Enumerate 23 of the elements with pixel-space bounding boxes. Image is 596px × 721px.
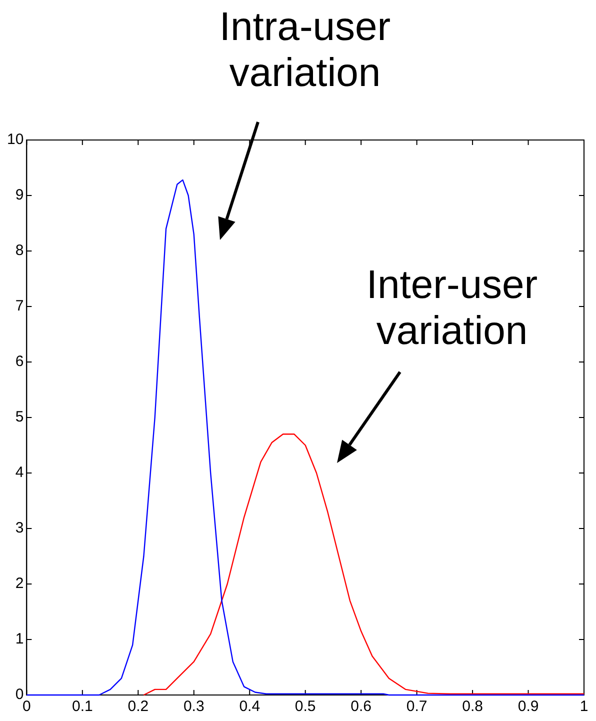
x-tick-label: 0.7 [406,698,428,716]
text: Intra-user variation [218,4,392,96]
y-tick-label: 7 [15,298,24,315]
y-tick-label: 4 [15,464,24,482]
y-tick-label: 10 [6,131,24,148]
y-tick-label: 6 [15,353,24,370]
x-tick-label: 0.2 [128,698,149,716]
x-tick-label: 0.9 [518,698,539,716]
y-tick-label: 8 [15,242,24,260]
y-tick-label: 3 [15,520,24,537]
x-tick-label: 0.6 [350,698,372,716]
annotation: Inter-user variation [365,262,539,354]
x-tick-label: 0.4 [239,698,260,716]
y-tick-label: 1 [15,630,24,648]
x-tick-label: 0.5 [294,698,316,716]
y-tick-label: 9 [15,186,24,204]
y-tick-label: 2 [15,575,24,592]
y-tick-label: 5 [15,408,24,426]
x-tick-label: 0.3 [183,698,204,716]
y-tick-label: 0 [15,686,24,704]
x-tick-label: 0.1 [72,698,93,716]
x-tick-label: 0.8 [462,698,483,716]
x-tick-label: 1 [580,698,588,716]
